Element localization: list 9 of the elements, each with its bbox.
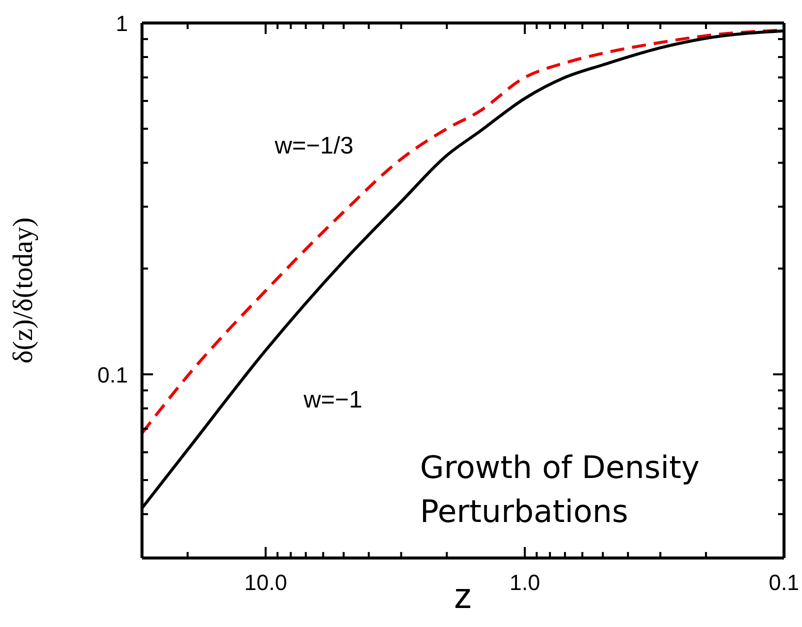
annotation: Growth of Density Perturbations [420,449,701,532]
x-tick-label: 10.0 [244,570,288,595]
y-tick-label: 1 [116,11,128,36]
x-tick-label: 0.1 [768,570,800,595]
y-axis-title: δ(z)/δ(today) [8,217,39,364]
text: w=−1 [302,386,362,414]
x-tick-label: 1.0 [510,570,540,595]
series-label: w=−1/3 [274,132,354,160]
x-axis-title: z [454,575,472,616]
